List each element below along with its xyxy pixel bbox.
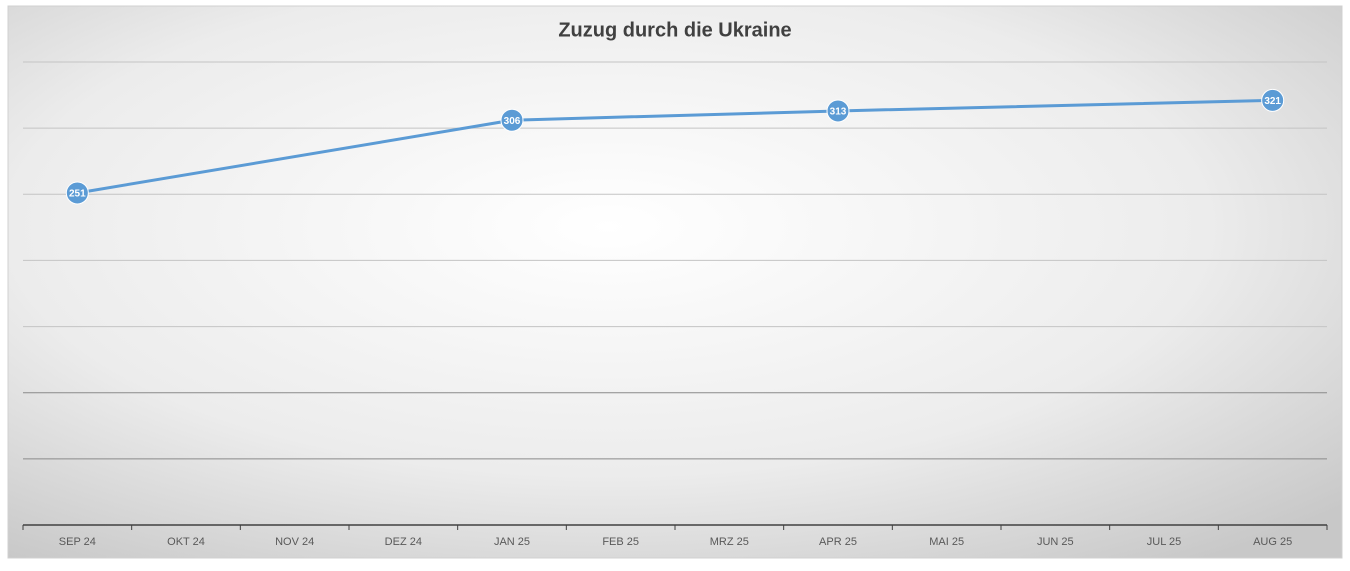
data-label: 313 bbox=[830, 107, 847, 118]
x-tick-label: MRZ 25 bbox=[710, 536, 749, 548]
data-label: 321 bbox=[1264, 96, 1281, 107]
x-tick-label: SEP 24 bbox=[59, 536, 96, 548]
marker bbox=[1261, 88, 1285, 112]
x-tick-label: JUN 25 bbox=[1037, 536, 1074, 548]
x-tick-label: APR 25 bbox=[819, 536, 857, 548]
marker bbox=[500, 108, 524, 132]
x-tick-label: NOV 24 bbox=[275, 536, 314, 548]
x-tick-label: DEZ 24 bbox=[385, 536, 422, 548]
x-tick-label: JAN 25 bbox=[494, 536, 530, 548]
data-label: 251 bbox=[69, 189, 86, 200]
x-tick-label: FEB 25 bbox=[602, 536, 639, 548]
x-tick-label: MAI 25 bbox=[929, 536, 964, 548]
line bbox=[77, 98, 1273, 195]
marker bbox=[826, 99, 850, 123]
x-tick-label: OKT 24 bbox=[167, 536, 205, 548]
marker bbox=[65, 181, 89, 205]
chart-area bbox=[7, 5, 1343, 559]
x-tick-label: JUL 25 bbox=[1147, 536, 1181, 548]
x-tick-label: AUG 25 bbox=[1253, 536, 1292, 548]
chart-title: Zuzug durch die Ukraine bbox=[558, 19, 791, 41]
data-label: 306 bbox=[504, 116, 521, 127]
